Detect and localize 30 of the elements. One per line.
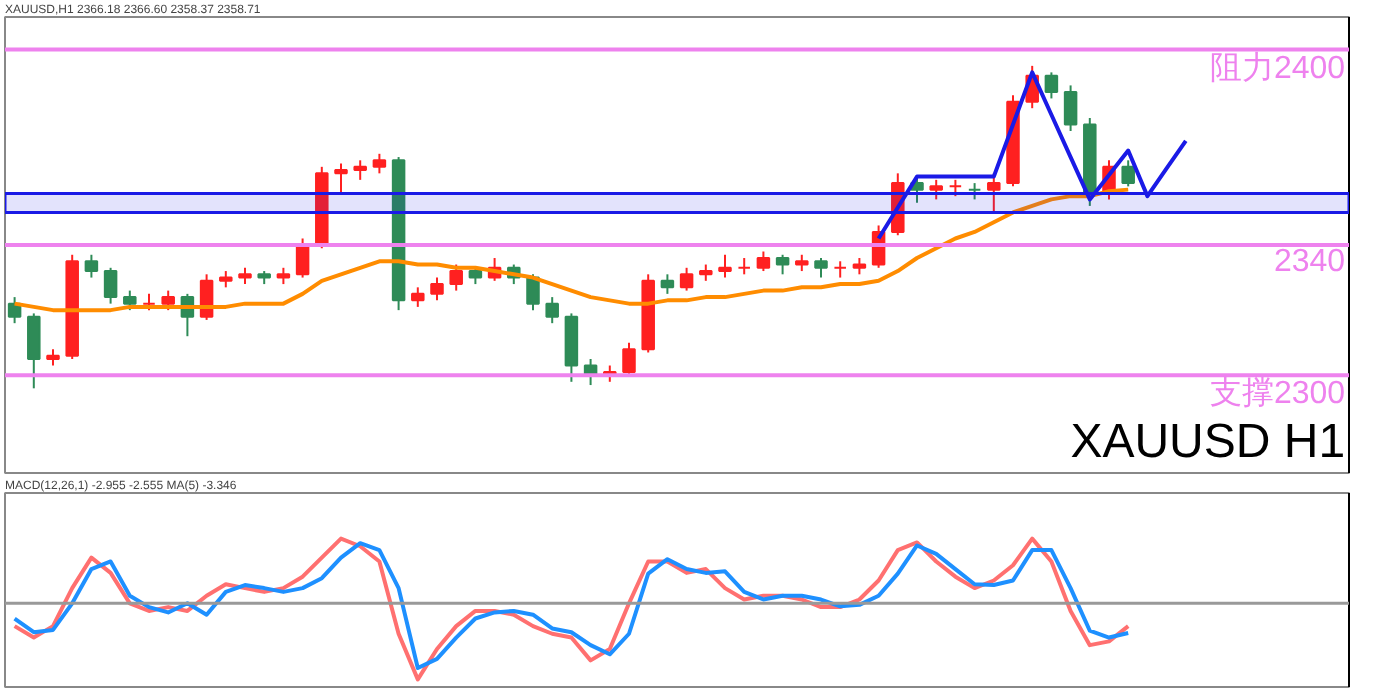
candlestick bbox=[84, 253, 99, 279]
candlestick bbox=[775, 253, 790, 276]
ref-line-label: 阻力2400 bbox=[1209, 49, 1346, 86]
candlestick bbox=[411, 286, 425, 308]
candlestick bbox=[449, 263, 463, 292]
candlestick bbox=[1121, 159, 1135, 188]
candlestick bbox=[123, 289, 137, 312]
candlestick bbox=[679, 266, 694, 292]
candlestick bbox=[756, 250, 771, 273]
candlestick bbox=[929, 178, 943, 201]
candlestick bbox=[27, 312, 41, 390]
candlestick bbox=[430, 276, 444, 302]
candlestick bbox=[334, 162, 348, 194]
candlestick bbox=[103, 266, 118, 305]
candlestick bbox=[526, 273, 540, 312]
candlestick bbox=[987, 172, 1001, 214]
ref-line-label: 2340 bbox=[1273, 245, 1346, 279]
candlestick bbox=[161, 289, 175, 312]
candlestick bbox=[718, 253, 732, 279]
annotation: XAUUSD H1 bbox=[1070, 415, 1346, 469]
candlestick bbox=[814, 257, 828, 279]
candlestick bbox=[1044, 71, 1059, 100]
candlestick bbox=[372, 152, 387, 175]
ref-line-label: 支撑2300 bbox=[1209, 375, 1346, 412]
candlestick bbox=[660, 273, 675, 295]
candlestick bbox=[1063, 84, 1078, 132]
candlestick bbox=[833, 260, 847, 279]
candlestick bbox=[353, 159, 367, 181]
candlestick bbox=[545, 296, 559, 325]
candlestick bbox=[622, 341, 636, 377]
